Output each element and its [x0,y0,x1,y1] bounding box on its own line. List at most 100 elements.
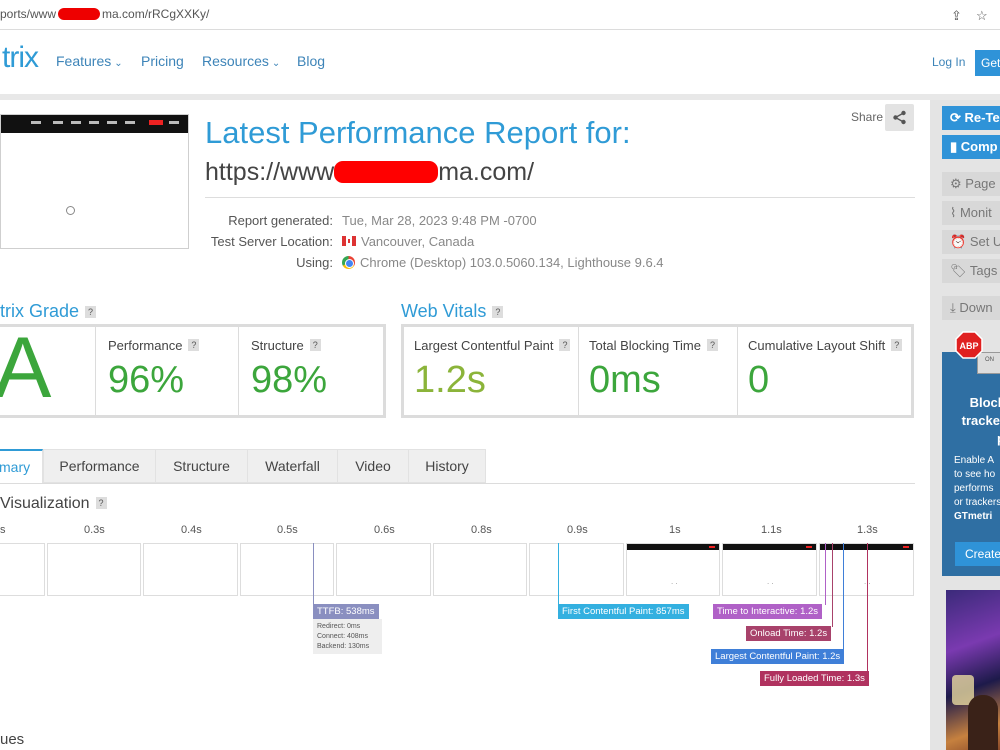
filmstrip-frame[interactable]: . . [626,543,720,596]
timeline-tick: 0.5s [277,524,298,536]
url-suffix: ma.com/rRCgXXKy/ [102,7,210,21]
adblock-ad[interactable]: ON Block tracker p Enable A to see ho pe… [942,352,1000,576]
tags-button[interactable]: 🏷 Tags [942,259,1000,283]
ad-body-line: Enable A [954,455,995,466]
frame-page-header [723,544,816,550]
filmstrip-frame[interactable] [143,543,238,596]
page-settings-button[interactable]: ⚙ Page [942,172,1000,196]
visualization-heading-text: Visualization [0,495,90,512]
filmstrip-frame[interactable]: . . [722,543,817,596]
ttfb-line [313,543,314,605]
help-icon[interactable]: ? [309,339,321,351]
filmstrip-frame[interactable]: . . [819,543,914,596]
tab-performance[interactable]: Performance [43,449,156,483]
tab-structure[interactable]: Structure [155,449,248,483]
performance-score-label-text: Performance [108,338,183,353]
compare-button[interactable]: ▮ Comp [942,135,1000,159]
tab-video[interactable]: Video [337,449,409,483]
help-icon[interactable]: ? [492,306,504,318]
timeline-tick: s [0,524,6,536]
share-label: Share [851,110,884,124]
ad-body-line: GTmetri [954,511,993,522]
structure-score-label-text: Structure [251,338,304,353]
poster-figure [968,695,998,750]
nav-pricing[interactable]: Pricing [141,53,184,69]
fully-loaded-line [867,543,868,672]
ad-window-text: ON [985,357,994,363]
frame-page-header [820,544,913,550]
filmstrip-frame[interactable] [336,543,431,596]
title-divider [205,197,915,198]
share-button[interactable] [885,104,914,131]
tbt-value: 0ms [589,359,661,401]
tab-summary[interactable]: mary [0,449,43,483]
filmstrip-frame[interactable] [0,543,45,596]
help-icon[interactable]: ? [707,339,718,351]
bookmark-star-icon[interactable]: ☆ [976,8,988,23]
help-icon[interactable]: ? [95,497,107,509]
help-icon[interactable]: ? [188,339,200,351]
ttfb-breakdown-row: Redirect: 0ms [317,623,361,630]
frame-dots: . . [671,577,678,586]
lcp-value: 1.2s [414,359,486,401]
gtmetrix-logo[interactable]: trix [2,41,39,74]
filmstrip-frame[interactable] [529,543,624,596]
filmstrip-frame[interactable] [47,543,141,596]
timeline-tick: 0.4s [181,524,202,536]
page-title: Latest Performance Report for: [205,115,631,150]
help-icon[interactable]: ? [85,306,97,318]
ad-title-line: tracker [961,413,1000,428]
url-text[interactable]: ports/www ma.com/rRCgXXKy/ [0,7,209,21]
nav-features[interactable]: Features ⌄ [56,53,123,69]
get-started-button[interactable]: Get [975,50,1000,76]
report-url: https://www ma.com/ [205,158,534,187]
tti-line [825,543,826,605]
fcp-marker: First Contentful Paint: 857ms [558,604,689,619]
performance-score-label: Performance? [108,338,200,353]
grade-letter: A [0,320,52,416]
share-page-icon[interactable]: ⇪ [951,8,962,23]
download-button[interactable]: ⤓ Down [942,296,1000,320]
filmstrip-frame[interactable] [433,543,527,596]
nav-features-label: Features [56,53,112,69]
tti-marker: Time to Interactive: 1.2s [713,604,823,619]
lcp-line [843,543,844,649]
lcp-label-text: Largest Contentful Paint [414,338,554,353]
nav-resources-label: Resources [202,53,269,69]
browser-url-bar[interactable]: ports/www ma.com/rRCgXXKy/ ⇪ ☆ [0,0,1000,30]
ad-title: Block tracker p [950,394,1000,448]
url-prefix: ports/www [0,7,57,21]
nav-blog[interactable]: Blog [297,53,325,69]
retest-button[interactable]: ⟳ Re-Te [942,106,1000,130]
tab-waterfall[interactable]: Waterfall [247,449,338,483]
using-label: Using: [296,255,333,270]
nav-resources[interactable]: Resources ⌄ [202,53,280,69]
server-location-label: Test Server Location: [210,234,333,249]
monitor-button[interactable]: ⌇ Monit [942,201,1000,225]
page-screenshot-thumbnail[interactable] [0,114,189,249]
lcp-vital: Largest Contentful Paint? 1.2s [404,327,578,415]
help-icon[interactable]: ? [559,339,571,351]
ad-create-button[interactable]: Create [955,542,1000,566]
loading-indicator-icon [66,206,75,215]
top-issues-heading: ues [0,731,25,748]
ad-poster-image[interactable] [946,590,1000,750]
cls-label: Cumulative Layout Shift? [748,338,903,353]
server-location-value: Vancouver, Canada [342,234,474,249]
web-vitals-box: Largest Contentful Paint? 1.2s Total Blo… [401,324,914,418]
lcp-marker: Largest Contentful Paint: 1.2s [711,649,845,664]
adblock-plus-icon: ABP [955,331,983,359]
help-icon[interactable]: ? [891,339,903,351]
structure-score-value: 98% [251,359,328,401]
share-icon [893,110,906,125]
performance-score: Performance? 96% [98,327,238,415]
login-link[interactable]: Log In [932,55,966,69]
tab-history[interactable]: History [408,449,486,483]
filmstrip-frame[interactable] [240,543,334,596]
site-header: trix Features ⌄ Pricing Resources ⌄ Blog L… [0,31,1000,94]
set-up-alerts-button[interactable]: ⏰ Set U [942,230,1000,254]
download-label: Down [959,300,993,315]
retest-label: Re-Te [964,110,1000,125]
ad-body: Enable A to see ho performs or trackers … [954,454,1000,524]
ad-body-line: or trackers [954,497,1000,508]
